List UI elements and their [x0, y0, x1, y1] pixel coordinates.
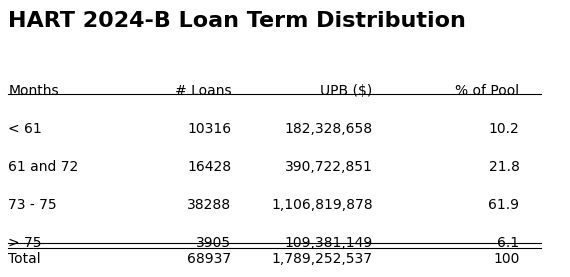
Text: 1,789,252,537: 1,789,252,537 — [272, 252, 373, 266]
Text: 10.2: 10.2 — [488, 122, 519, 136]
Text: # Loans: # Loans — [174, 84, 231, 98]
Text: 100: 100 — [493, 252, 519, 266]
Text: % of Pool: % of Pool — [455, 84, 519, 98]
Text: 6.1: 6.1 — [498, 236, 519, 250]
Text: Total: Total — [8, 252, 41, 266]
Text: 68937: 68937 — [187, 252, 231, 266]
Text: < 61: < 61 — [8, 122, 42, 136]
Text: HART 2024-B Loan Term Distribution: HART 2024-B Loan Term Distribution — [8, 11, 466, 31]
Text: > 75: > 75 — [8, 236, 42, 250]
Text: 3905: 3905 — [196, 236, 231, 250]
Text: Months: Months — [8, 84, 59, 98]
Text: 38288: 38288 — [187, 198, 231, 212]
Text: 1,106,819,878: 1,106,819,878 — [271, 198, 373, 212]
Text: 109,381,149: 109,381,149 — [284, 236, 373, 250]
Text: 61 and 72: 61 and 72 — [8, 160, 79, 174]
Text: 10316: 10316 — [187, 122, 231, 136]
Text: 61.9: 61.9 — [488, 198, 519, 212]
Text: 73 - 75: 73 - 75 — [8, 198, 57, 212]
Text: UPB ($): UPB ($) — [320, 84, 373, 98]
Text: 390,722,851: 390,722,851 — [285, 160, 373, 174]
Text: 21.8: 21.8 — [488, 160, 519, 174]
Text: 182,328,658: 182,328,658 — [284, 122, 373, 136]
Text: 16428: 16428 — [187, 160, 231, 174]
